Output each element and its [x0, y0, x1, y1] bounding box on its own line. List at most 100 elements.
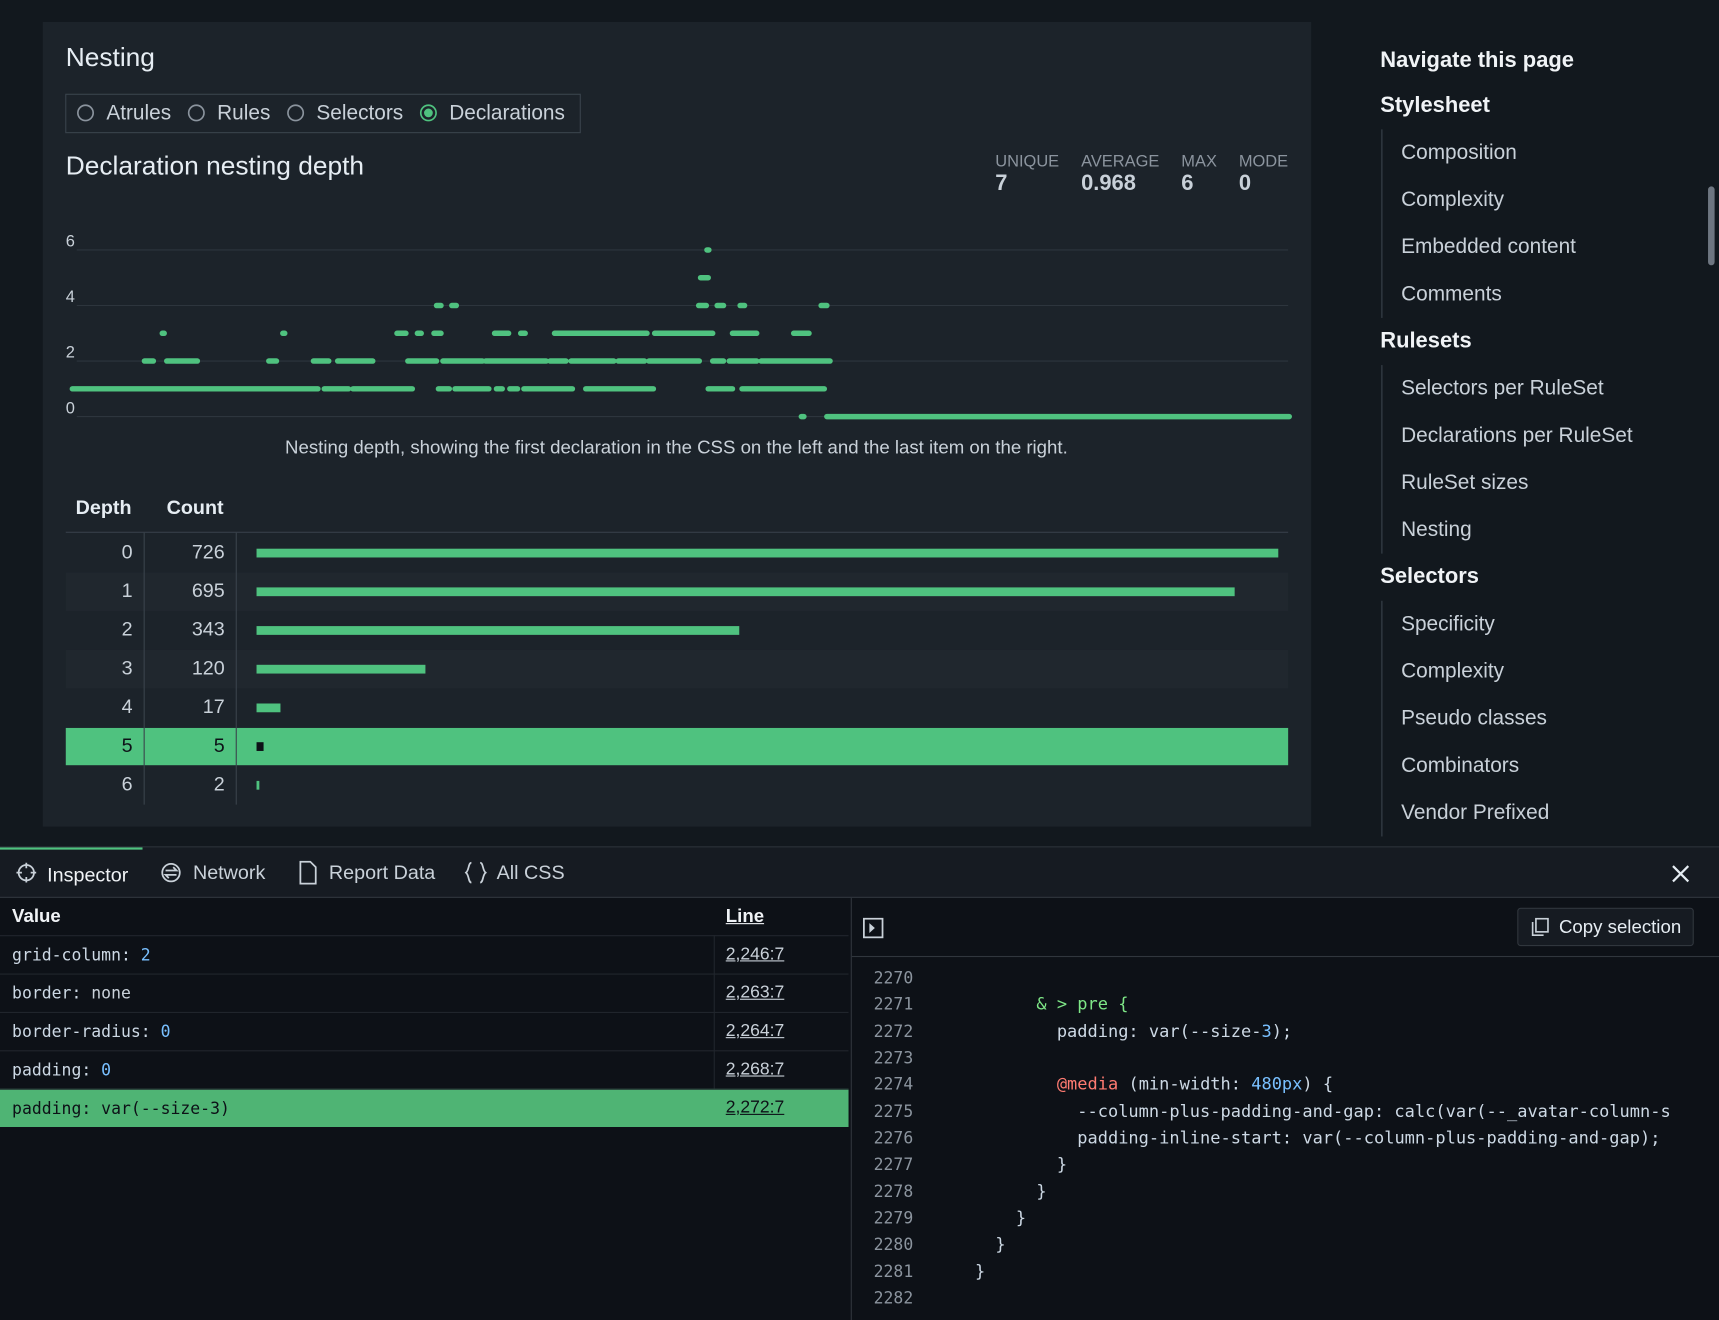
- value-row[interactable]: padding: var(--size-3) 2,272:7: [0, 1088, 849, 1127]
- nav-group[interactable]: Stylesheet: [1380, 93, 1490, 118]
- depth-cell: 5: [122, 735, 133, 757]
- line-link[interactable]: 2,264:7: [725, 1021, 785, 1041]
- radio[interactable]: [287, 104, 305, 122]
- code-line: padding-inline-start: var(--column-plus-…: [934, 1128, 1661, 1148]
- count-bar: [256, 780, 260, 790]
- tab-bar: Inspector Network Report Data All CSS: [0, 847, 1719, 899]
- close-button[interactable]: [1671, 864, 1691, 884]
- inspector-icon: [16, 862, 37, 883]
- panel-toggle[interactable]: [863, 917, 885, 940]
- count-cell: 17: [203, 696, 225, 718]
- devtools: Inspector Network Report Data All CSS Value…: [0, 846, 1719, 1320]
- line-number: 2280: [873, 1234, 914, 1255]
- inspector-table: Value Line grid-column: 2 2,246:7 border: no…: [0, 898, 850, 1320]
- nav-link[interactable]: Comments: [1401, 282, 1502, 306]
- line-number: 2272: [873, 1021, 914, 1042]
- count-bar: [256, 626, 740, 635]
- nav-link[interactable]: Vendor Prefixed: [1401, 801, 1550, 825]
- code-line: padding: var(--size-3);: [934, 1021, 1293, 1042]
- card: [42, 21, 1312, 827]
- nav-link[interactable]: RuleSet sizes: [1401, 471, 1529, 495]
- tab[interactable]: Inspector: [0, 847, 143, 899]
- count-cell: 695: [192, 580, 225, 602]
- stat-label: MODE: [1239, 153, 1288, 171]
- y-tick-label: 2: [66, 344, 75, 362]
- code-line: @media (min-width: 480px) {: [1056, 1074, 1334, 1095]
- line-link[interactable]: 2,263:7: [725, 983, 785, 1003]
- line-number: 2275: [873, 1101, 914, 1122]
- row-highlight: [65, 727, 1289, 766]
- depth-cell: 3: [122, 657, 133, 679]
- line-number: 2277: [873, 1154, 914, 1175]
- scrollbar-thumb[interactable]: [1708, 186, 1715, 266]
- value-row[interactable]: border-radius: 0 2,264:7: [0, 1011, 849, 1050]
- nav-link[interactable]: Nesting: [1401, 518, 1472, 542]
- stat-label: MAX: [1181, 153, 1217, 171]
- nav-link[interactable]: Complexity: [1401, 659, 1505, 683]
- count-bar: [256, 664, 426, 674]
- nav-link[interactable]: Selectors per RuleSet: [1401, 377, 1604, 401]
- value-row[interactable]: padding: 0 2,268:7: [0, 1050, 849, 1088]
- line-number: 2276: [873, 1128, 914, 1148]
- chart-caption: Nesting depth, showing the first declara…: [285, 436, 1068, 457]
- row-stripe: [65, 649, 1289, 689]
- value-row[interactable]: grid-column: 2 2,246:7: [0, 935, 849, 973]
- tab[interactable]: All CSS: [449, 847, 578, 896]
- value-row[interactable]: border: none 2,263:7: [0, 973, 849, 1012]
- code-line: }: [934, 1181, 1047, 1202]
- stat-value: 6: [1181, 170, 1193, 195]
- declaration: grid-column: 2: [12, 945, 151, 965]
- nav-link[interactable]: Declarations per RuleSet: [1401, 424, 1633, 448]
- copy-label[interactable]: Copy selection: [1558, 916, 1682, 938]
- depth-cell: 0: [122, 541, 133, 563]
- css-icon: [464, 861, 487, 884]
- nav-link[interactable]: Composition: [1401, 141, 1517, 165]
- code-panel: Copy selection 2270 2271 & > pre {2272 pa…: [850, 897, 1719, 1320]
- line-number: 2271: [873, 994, 914, 1015]
- line-number: 2274: [873, 1074, 914, 1095]
- nav-link[interactable]: Combinators: [1401, 754, 1520, 778]
- nav-link[interactable]: Complexity: [1401, 188, 1505, 212]
- nav-group[interactable]: Selectors: [1380, 564, 1479, 589]
- count-bar: [256, 587, 1235, 597]
- stat-value: 0.968: [1081, 170, 1136, 195]
- count-cell: 2: [214, 773, 225, 795]
- depth-cell: 1: [122, 580, 133, 602]
- section-heading: Nesting: [66, 42, 155, 72]
- code-line: }: [934, 1154, 1068, 1175]
- line-number: 2278: [873, 1181, 914, 1202]
- line-link[interactable]: 2,268:7: [725, 1060, 785, 1079]
- depth-cell: 6: [122, 773, 133, 795]
- line-link[interactable]: 2,272:7: [725, 1098, 785, 1118]
- line-number: 2273: [873, 1048, 914, 1068]
- radio[interactable]: [419, 104, 437, 122]
- nav-group[interactable]: Rulesets: [1380, 328, 1472, 354]
- nav-rail: [1381, 129, 1383, 318]
- count-cell: 120: [192, 657, 225, 679]
- nav-link[interactable]: Embedded content: [1401, 235, 1576, 259]
- depth-cell: 4: [122, 696, 133, 718]
- copy-button[interactable]: Copy selection: [1517, 907, 1694, 947]
- tab[interactable]: Report Data: [282, 847, 450, 896]
- nav-link[interactable]: Pseudo classes: [1401, 707, 1547, 731]
- radio-label: Declarations: [449, 102, 565, 125]
- column-divider: [713, 935, 715, 1127]
- tab-label: Report Data: [328, 861, 436, 884]
- nav-link[interactable]: Specificity: [1401, 612, 1495, 636]
- count-cell: 5: [214, 735, 225, 757]
- code-line: }: [934, 1234, 1006, 1255]
- line-link[interactable]: 2,246:7: [725, 945, 785, 964]
- radio[interactable]: [187, 104, 205, 122]
- radio-dot: [424, 108, 433, 118]
- radio[interactable]: [77, 104, 95, 122]
- column-header[interactable]: Line: [725, 905, 765, 927]
- stat-value: 0: [1239, 170, 1251, 195]
- line-number: 2279: [873, 1208, 914, 1228]
- count-bar: [256, 742, 264, 751]
- count-bar: [256, 548, 1279, 558]
- nav-rail: [1381, 365, 1383, 554]
- tab[interactable]: Network: [144, 847, 280, 896]
- y-tick-label: 4: [66, 288, 75, 306]
- report-icon: [299, 860, 317, 885]
